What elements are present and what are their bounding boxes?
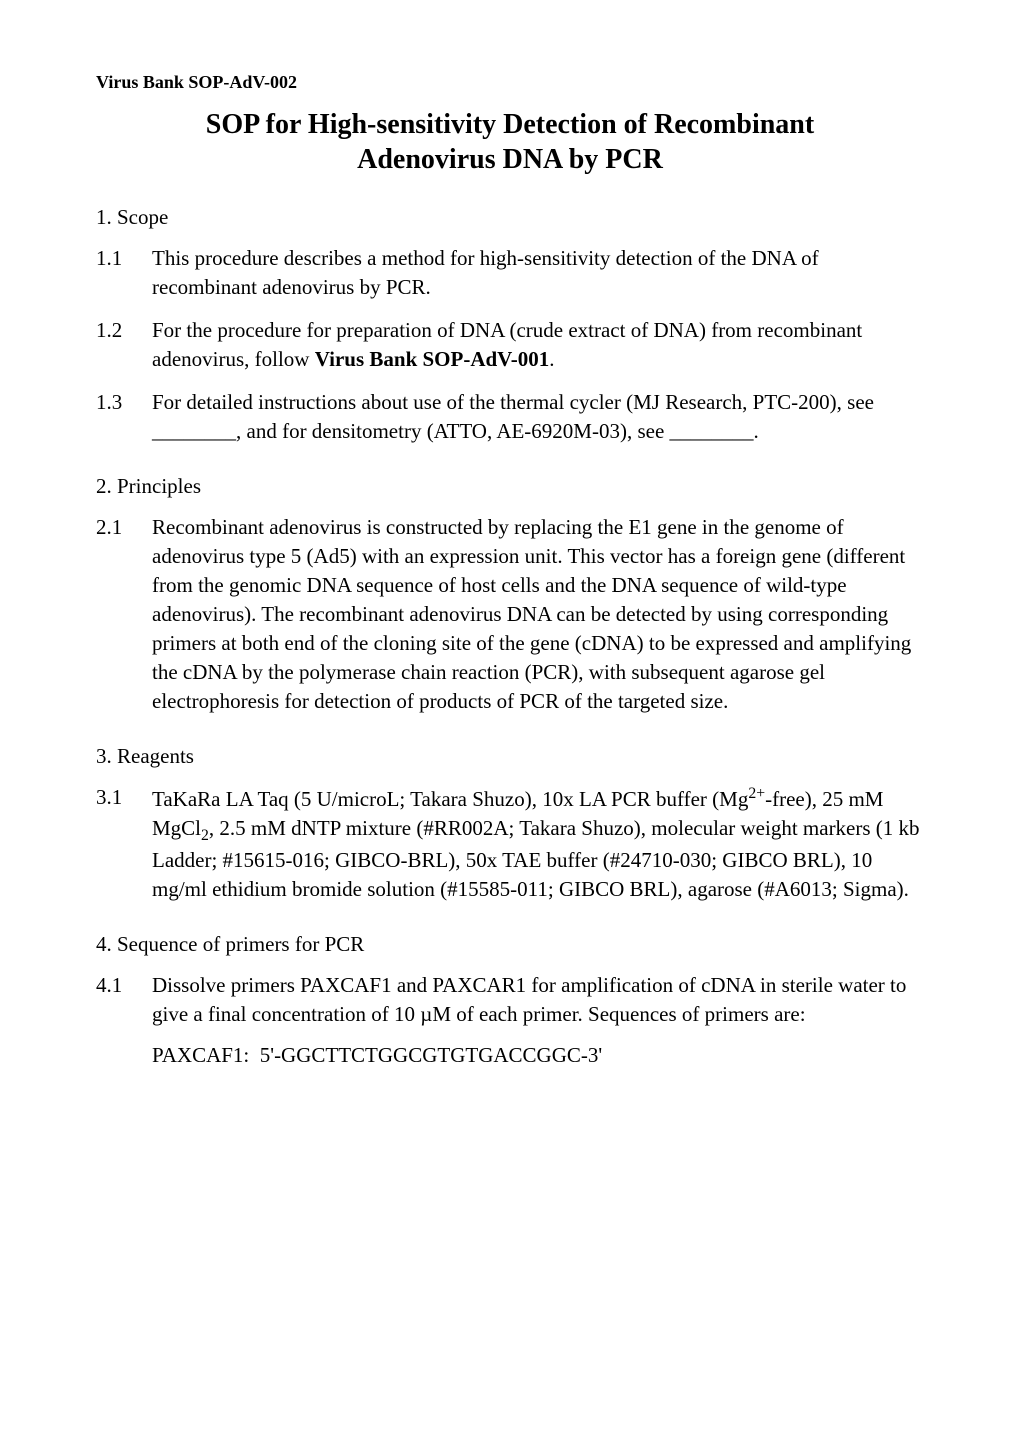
item-body: For detailed instructions about use of t…: [152, 388, 924, 446]
title-line-1: SOP for High-sensitivity Detection of Re…: [206, 109, 814, 140]
item-body: This procedure describes a method for hi…: [152, 244, 924, 302]
primer-sequence-line: PAXCAF1: 5'-GGCTTCTGGCGTGTGACCGGC-3': [152, 1043, 924, 1068]
scope-item: 1.2 For the procedure for preparation of…: [96, 316, 924, 374]
item-body: Dissolve primers PAXCAF1 and PAXCAR1 for…: [152, 971, 924, 1029]
item-number: 1.2: [96, 316, 152, 374]
scope-item: 1.1 This procedure describes a method fo…: [96, 244, 924, 302]
primer-sequence: 5'-GGCTTCTGGCGTGTGACCGGC-3': [260, 1043, 602, 1067]
section-header-scope: 1. Scope: [96, 205, 924, 230]
item-number: 1.3: [96, 388, 152, 446]
title-line-2: Adenovirus DNA by PCR: [357, 144, 663, 175]
item-number: 3.1: [96, 783, 152, 905]
document-title: SOP for High-sensitivity Detection of Re…: [96, 107, 924, 177]
reagents-item: 3.1 TaKaRa LA Taq (5 U/microL; Takara Sh…: [96, 783, 924, 905]
document-page: Virus Bank SOP-AdV-002 SOP for High-sens…: [0, 0, 1020, 1140]
section-header-principles: 2. Principles: [96, 474, 924, 499]
scope-item: 1.3 For detailed instructions about use …: [96, 388, 924, 446]
section-header-reagents: 3. Reagents: [96, 744, 924, 769]
item-body: For the procedure for preparation of DNA…: [152, 316, 924, 374]
section-header-primers: 4. Sequence of primers for PCR: [96, 932, 924, 957]
primers-item: 4.1 Dissolve primers PAXCAF1 and PAXCAR1…: [96, 971, 924, 1029]
item-number: 4.1: [96, 971, 152, 1029]
item-body: Recombinant adenovirus is constructed by…: [152, 513, 924, 716]
item-number: 2.1: [96, 513, 152, 716]
item-body: TaKaRa LA Taq (5 U/microL; Takara Shuzo)…: [152, 783, 924, 905]
item-number: 1.1: [96, 244, 152, 302]
document-id: Virus Bank SOP-AdV-002: [96, 72, 924, 93]
principles-item: 2.1 Recombinant adenovirus is constructe…: [96, 513, 924, 716]
primer-label: PAXCAF1:: [152, 1043, 249, 1067]
